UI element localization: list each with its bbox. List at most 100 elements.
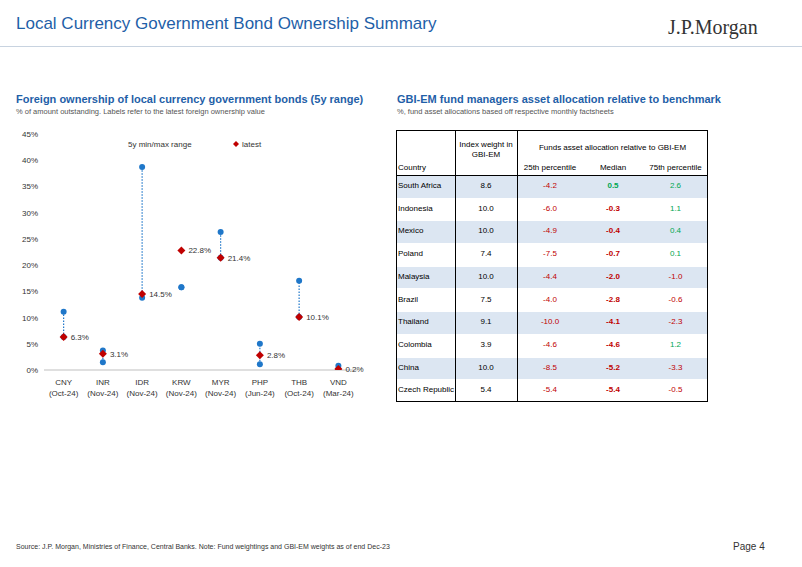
page-title: Local Currency Government Bond Ownership… [16, 14, 436, 34]
range-line [299, 281, 300, 317]
logo: J.P.Morgan [668, 16, 758, 39]
table-cell: -8.5 [517, 363, 583, 372]
table-cell: -0.5 [643, 385, 708, 394]
data-label: 3.1% [110, 350, 128, 359]
table-cell: -4.1 [583, 317, 643, 326]
header-cell: 75th percentile [643, 163, 708, 172]
header-cell: 25th percentile [517, 163, 583, 172]
tick-mark [41, 291, 44, 292]
table-cell: Mexico [398, 226, 423, 235]
table-cell: 10.0 [455, 272, 517, 281]
y-tick-label: 10% [22, 314, 38, 323]
col-rule [455, 130, 456, 402]
table-cell: -3.3 [643, 363, 708, 372]
table-cell: 10.0 [455, 363, 517, 372]
table-cell: 0.5 [583, 181, 643, 190]
latest-marker [295, 313, 303, 321]
table-cell: -5.2 [583, 363, 643, 372]
table-cell: Malaysia [398, 272, 430, 281]
tick-mark [41, 238, 44, 239]
table-cell: 0.4 [643, 226, 708, 235]
header-rule [396, 175, 708, 176]
data-label: 22.8% [188, 246, 211, 255]
table-cell: Thailand [398, 317, 429, 326]
table-cell: China [398, 363, 419, 372]
table-cell: Brazil [398, 295, 418, 304]
col-rule [517, 130, 518, 402]
row-rule [396, 334, 708, 335]
latest-marker [60, 333, 68, 341]
max-marker [178, 284, 184, 290]
table-cell: 1.2 [643, 340, 708, 349]
table-cell: 10.0 [455, 204, 517, 213]
range-line [142, 167, 143, 298]
header-rule [0, 46, 802, 47]
row-rule [396, 266, 708, 267]
tick-mark [41, 186, 44, 187]
legend-label: latest [242, 140, 262, 149]
max-marker [139, 164, 145, 170]
tick-mark [41, 212, 44, 213]
x-tick-label: MYR(Nov-24) [205, 378, 236, 398]
table-cell: -2.0 [583, 272, 643, 281]
latest-marker [256, 351, 264, 359]
legend-symbol [233, 141, 239, 147]
y-tick-label: 15% [22, 287, 38, 296]
header-cell: Index weight in GBI-EM [455, 140, 517, 160]
table-cell: -4.4 [517, 272, 583, 281]
page-number: Page 4 [733, 541, 765, 552]
footer-source: Source: J.P. Morgan, Ministries of Finan… [16, 543, 390, 550]
table-cell: -0.3 [583, 204, 643, 213]
y-tick-label: 5% [26, 340, 38, 349]
table-cell: -0.7 [583, 249, 643, 258]
table-cell: 3.9 [455, 340, 517, 349]
min-marker [100, 359, 106, 365]
table-cell: 10.0 [455, 226, 517, 235]
table-cell: -4.2 [517, 181, 583, 190]
data-label: 21.4% [228, 254, 251, 263]
plot-marks [60, 164, 343, 370]
x-tick-label: INR(Nov-24) [87, 378, 118, 398]
table-cell: -10.0 [517, 317, 583, 326]
table-cell: Poland [398, 249, 423, 258]
x-tick-label: PHP(Jun-24) [245, 378, 275, 398]
x-axis [44, 370, 358, 371]
latest-marker [177, 246, 185, 254]
max-marker [296, 278, 302, 284]
max-marker [257, 341, 263, 347]
header-cell: Median [583, 163, 643, 172]
latest-marker [217, 254, 225, 262]
y-tick-label: 25% [22, 235, 38, 244]
y-tick-label: 20% [22, 261, 38, 270]
tick-mark [41, 134, 44, 135]
row-rule [396, 357, 708, 358]
x-tick-label: THB(Oct-24) [284, 378, 314, 398]
table-cell: -0.4 [583, 226, 643, 235]
table-cell: -4.0 [517, 295, 583, 304]
data-label: 6.3% [71, 333, 89, 342]
row-rule [396, 311, 708, 312]
tick-mark [41, 265, 44, 266]
table-cell: 9.1 [455, 317, 517, 326]
latest-marker [334, 365, 342, 370]
table-cell: Colombia [398, 340, 432, 349]
header-cell: Country [398, 163, 426, 172]
row-rule [396, 289, 708, 290]
data-label: 2.8% [267, 351, 285, 360]
table-cell: 7.4 [455, 249, 517, 258]
table-cell: 5.4 [455, 385, 517, 394]
group-header: Funds asset allocation relative to GBI-E… [517, 143, 708, 152]
tick-mark [41, 160, 44, 161]
min-marker [178, 284, 184, 290]
row-rule [396, 198, 708, 199]
table-cell: -2.8 [583, 295, 643, 304]
data-label: 0.2% [345, 365, 363, 374]
y-tick-label: 45% [22, 130, 38, 139]
min-marker [61, 334, 67, 340]
table-cell: 8.6 [455, 181, 517, 190]
table-subtitle: %, fund asset allocations based off resp… [397, 107, 614, 116]
min-marker [296, 314, 302, 320]
table-cell: -7.5 [517, 249, 583, 258]
y-tick-label: 0% [26, 366, 38, 375]
min-marker [257, 361, 263, 367]
